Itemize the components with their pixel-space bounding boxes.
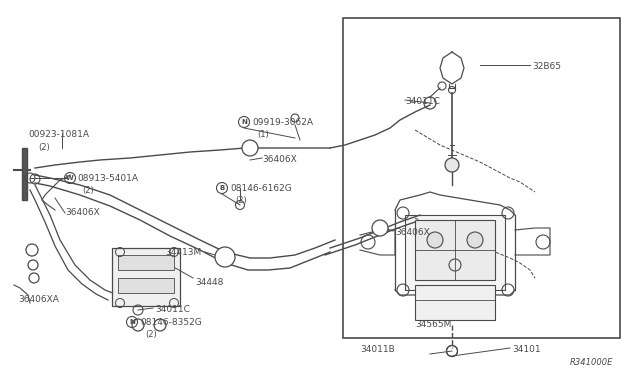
Text: 36406XA: 36406XA: [18, 295, 59, 304]
Text: (2): (2): [145, 330, 157, 339]
Text: 34011C: 34011C: [155, 305, 190, 314]
Bar: [118, 278, 174, 293]
Text: N: N: [129, 319, 135, 325]
Circle shape: [215, 247, 235, 267]
Bar: [415, 285, 495, 320]
Text: 08146-6162G: 08146-6162G: [230, 184, 292, 193]
Bar: [415, 220, 495, 280]
Text: 08146-8352G: 08146-8352G: [140, 318, 202, 327]
Text: 34011C: 34011C: [405, 97, 440, 106]
Text: N: N: [241, 119, 247, 125]
Circle shape: [372, 220, 388, 236]
Text: (2): (2): [38, 143, 50, 152]
Text: 34448: 34448: [195, 278, 223, 287]
Text: 34565M: 34565M: [415, 320, 451, 329]
Bar: [405, 215, 505, 290]
Text: (1): (1): [257, 130, 269, 139]
Text: 34011B: 34011B: [360, 345, 395, 354]
Circle shape: [427, 232, 443, 248]
Bar: [22, 148, 27, 200]
Bar: [343, 18, 620, 338]
Text: 34101: 34101: [512, 345, 541, 354]
Text: R341000E: R341000E: [570, 358, 613, 367]
Text: (2): (2): [82, 186, 93, 195]
Text: 36406X: 36406X: [395, 228, 429, 237]
Text: W: W: [66, 175, 74, 181]
Text: (2): (2): [235, 196, 247, 205]
Text: 00923-1081A: 00923-1081A: [28, 130, 89, 139]
Text: 36406X: 36406X: [262, 155, 297, 164]
Circle shape: [445, 158, 459, 172]
Bar: [112, 248, 180, 306]
Text: 34413M: 34413M: [165, 248, 201, 257]
Circle shape: [467, 232, 483, 248]
Text: B: B: [220, 185, 225, 191]
Text: 32B65: 32B65: [532, 62, 561, 71]
Bar: [118, 255, 174, 270]
Text: 08913-5401A: 08913-5401A: [77, 174, 138, 183]
Text: 09919-3062A: 09919-3062A: [252, 118, 313, 127]
Text: 36406X: 36406X: [65, 208, 100, 217]
Circle shape: [242, 140, 258, 156]
